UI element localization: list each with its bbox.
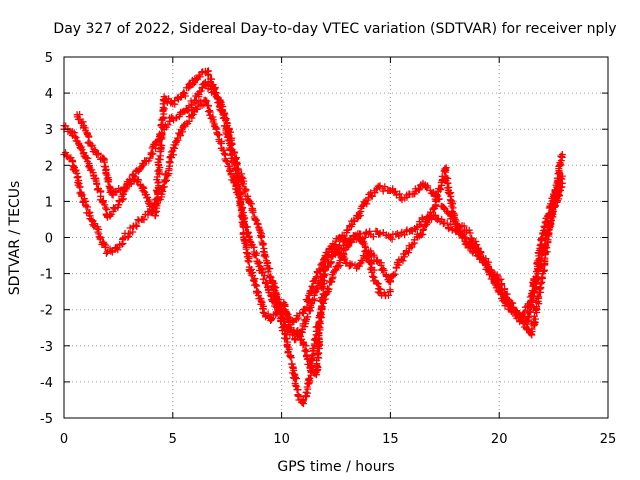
x-tick-label: 10 — [273, 432, 290, 447]
y-tick-label: 5 — [45, 51, 53, 66]
series-markers — [60, 79, 566, 326]
y-tick-label: -3 — [40, 340, 53, 355]
y-tick-label: -2 — [40, 304, 53, 319]
series-markers — [62, 96, 566, 344]
data-point — [332, 244, 340, 252]
x-tick-label: 0 — [60, 432, 68, 447]
y-tick-label: 4 — [45, 87, 53, 102]
y-tick-label: 3 — [45, 123, 53, 138]
y-axis-label: SDTVAR / TECUs — [7, 181, 23, 296]
x-tick-label: 5 — [169, 432, 177, 447]
y-tick-label: 2 — [45, 159, 53, 174]
data-point — [112, 244, 120, 252]
y-tick-label: -5 — [40, 412, 53, 427]
x-tick-label: 25 — [600, 432, 617, 447]
y-tick-label: -1 — [40, 268, 53, 283]
data-points — [60, 67, 566, 408]
y-tick-label: 1 — [45, 195, 53, 210]
y-tick-label: -4 — [40, 376, 53, 391]
x-tick-label: 15 — [382, 432, 399, 447]
x-axis-label: GPS time / hours — [277, 459, 394, 475]
chart-title: Day 327 of 2022, Sidereal Day-to-day VTE… — [53, 21, 616, 37]
y-tick-label: 0 — [45, 232, 53, 247]
series-markers — [73, 67, 566, 378]
x-tick-label: 20 — [491, 432, 508, 447]
series-markers — [269, 230, 394, 407]
